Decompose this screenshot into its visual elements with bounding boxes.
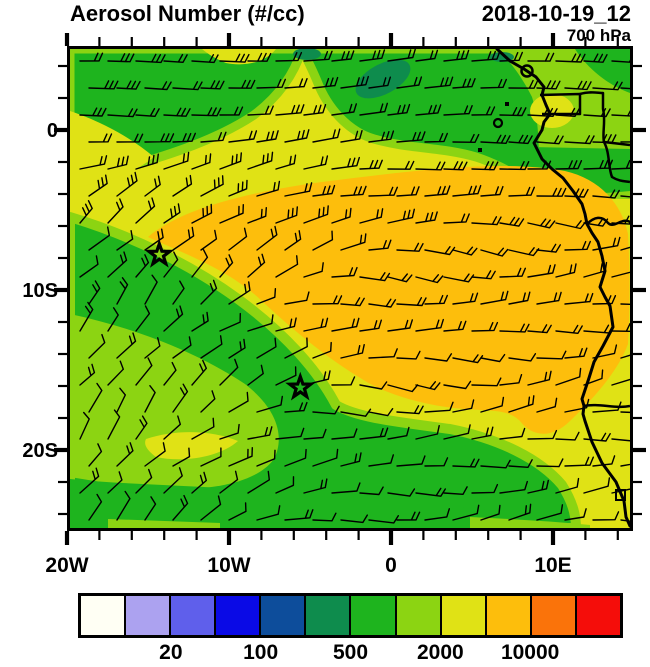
star-marker <box>144 238 175 268</box>
colorbar-tick-label: 2000 <box>416 641 464 664</box>
fill-yellow-wedge <box>70 111 154 188</box>
country-border <box>539 92 582 116</box>
island-outline <box>492 117 504 129</box>
colorbar <box>78 593 623 638</box>
colorbar-tick-label: 100 <box>243 641 279 664</box>
fill-green-bottom <box>70 479 574 528</box>
y-axis-tick-label: 0 <box>47 120 58 142</box>
colorbar-cell-green <box>351 596 397 635</box>
x-axis-tick-label: 10E <box>534 554 571 577</box>
colorbar-cell-blue <box>216 596 262 635</box>
country-border <box>615 489 626 501</box>
colorbar-cell-lavender <box>126 596 172 635</box>
country-border <box>602 141 630 184</box>
island-outline <box>520 64 534 78</box>
colorbar-cell-orange <box>531 596 577 635</box>
colorbar-tick-label: 20 <box>159 641 183 664</box>
country-border <box>579 91 630 147</box>
valid-date-label: 2018-10-19_12 <box>481 1 631 26</box>
country-border <box>586 216 630 226</box>
wind-barbs <box>79 49 630 524</box>
fill-green-corner <box>575 49 630 93</box>
y-axis-tick-label: 20S <box>22 440 58 462</box>
colorbar-cell-amber <box>486 596 532 635</box>
fill-yellowgreen-edge <box>108 519 220 528</box>
fill-yellow-arc <box>145 432 238 460</box>
colorbar-cell-yellowgreen <box>396 596 442 635</box>
x-axis-tick-label: 20W <box>45 554 88 577</box>
y-axis-tick-label: 10S <box>22 280 58 302</box>
colorbar-cell-red <box>576 596 620 635</box>
x-axis-tick-label: 0 <box>385 554 397 577</box>
pressure-level-label: 700 hPa <box>566 26 631 45</box>
page-title: Aerosol Number (#/cc) <box>70 1 305 26</box>
island-dot <box>505 102 509 106</box>
colorbar-tick-label: 10000 <box>500 641 560 664</box>
colorbar-cell-darkgreen <box>306 596 352 635</box>
coastline <box>495 49 630 528</box>
colorbar-cell-violet <box>171 596 217 635</box>
colorbar-cell-white <box>81 596 127 635</box>
colorbar-cell-yellow <box>441 596 487 635</box>
fill-amber-tongue <box>148 165 630 434</box>
map-layers <box>70 49 630 528</box>
filled-contour-map <box>70 49 630 528</box>
map-plot-area <box>67 46 633 531</box>
fill-yellowgreen-edge2 <box>470 517 590 528</box>
star-marker <box>285 371 316 401</box>
colorbar-tick-label: 500 <box>332 641 369 664</box>
colorbar-cell-darkblue <box>261 596 307 635</box>
x-axis-tick-label: 10W <box>207 554 250 577</box>
island-dot <box>478 148 482 152</box>
